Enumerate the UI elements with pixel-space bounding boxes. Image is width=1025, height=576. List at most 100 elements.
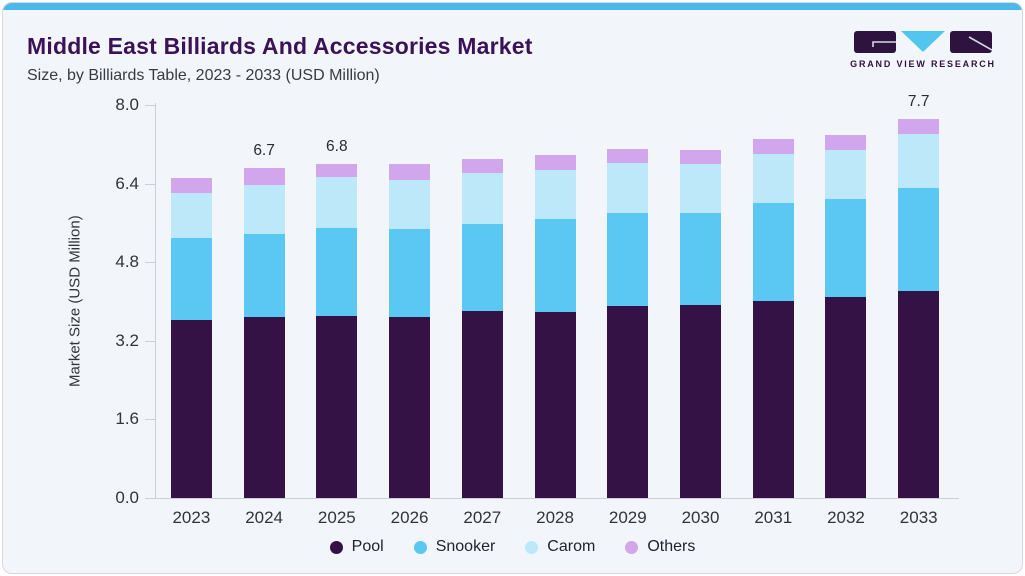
bar-segment-snooker-2033 [898,188,940,291]
bar-segment-pool-2033 [898,291,940,498]
legend-label-others: Others [647,538,696,555]
bar-slot-2033: 7.7 2033 [882,93,955,527]
legend-item-pool: Pool [329,538,384,556]
x-tick-label-2024: 2024 [245,508,284,527]
y-tick-label: 8.0 [115,95,139,114]
bar-segment-snooker-2031 [752,203,794,301]
legend-label-snooker: Snooker [435,538,496,555]
legend-item-snooker: Snooker [413,538,496,556]
bar-slot-2029: 2029 [591,105,664,527]
gvr-logo-triangle-icon [901,31,945,52]
page-subtitle: Size, by Billiards Table, 2023 - 2033 (U… [27,67,380,84]
bar-segment-pool-2032 [825,297,867,498]
stacked-bar-2029 [607,149,649,498]
bar-segment-pool-2024 [243,317,285,498]
bar-segment-carom-2032 [825,150,867,199]
y-tick-mark [145,340,155,342]
bar-slot-2023: 2023 [155,105,228,527]
bar-segment-carom-2024 [243,185,285,234]
bar-segment-pool-2027 [461,311,503,498]
x-tick-label-2033: 2033 [899,508,938,527]
chart-header: Middle East Billiards And Accessories Ma… [27,33,533,85]
bar-segment-others-2025 [316,164,358,177]
bar-segment-carom-2028 [534,170,576,219]
y-tick-label: 0.0 [115,488,139,507]
bar-segment-others-2028 [534,155,576,170]
page-title: Middle East Billiards And Accessories Ma… [27,33,533,59]
x-tick-label-2026: 2026 [390,508,429,527]
x-tick-label-2023: 2023 [172,508,211,527]
chart-legend: Pool Snooker Carom Others [3,538,1022,556]
legend-item-others: Others [625,538,695,556]
y-tick-label: 4.8 [115,252,139,272]
y-tick-mark [145,262,155,264]
y-tick-mark [145,498,155,499]
y-tick-mark [145,183,155,185]
legend-swatch-snooker [413,540,427,554]
x-axis-line [147,498,959,499]
gvr-logo-text: GRAND VIEW RESEARCH [850,59,996,69]
bar-value-label-2025: 6.8 [326,138,348,155]
bar-value-label-2033: 7.7 [907,93,930,110]
stacked-bar-2024 [243,168,285,498]
bar-segment-snooker-2025 [316,228,358,316]
bar-segment-others-2023 [170,178,212,193]
x-tick-label-2028: 2028 [536,508,574,527]
bar-segment-snooker-2023 [170,238,212,320]
bar-segment-others-2027 [461,159,503,173]
bar-segment-pool-2025 [316,316,358,498]
legend-swatch-carom [525,540,539,554]
bar-segment-pool-2023 [170,320,212,498]
bar-segment-others-2031 [752,139,794,154]
bar-slot-2024: 6.7 2024 [228,105,301,527]
legend-swatch-others [625,540,639,554]
stacked-bar-2023 [170,178,212,498]
bar-slot-2030: 2030 [664,105,737,527]
bar-value-label-2024: 6.7 [253,142,275,159]
x-tick-label-2031: 2031 [754,508,793,527]
bar-segment-snooker-2026 [389,229,431,317]
stacked-bar-2026 [389,164,431,498]
legend-label-carom: Carom [547,538,596,555]
y-tick-label: 3.2 [115,330,139,350]
legend-label-pool: Pool [351,538,384,555]
bar-segment-pool-2031 [752,301,794,498]
bar-slot-2028: 2028 [519,105,592,527]
bar-segment-carom-2026 [389,180,431,229]
bar-segment-others-2029 [607,149,649,163]
bar-segment-carom-2030 [680,164,721,213]
y-axis-title: Market Size (USD Million) [66,215,84,388]
bar-segment-snooker-2028 [534,219,576,312]
bar-segment-pool-2026 [389,317,431,498]
legend-swatch-pool [329,540,343,554]
top-accent-bar [3,3,1022,10]
bar-segment-carom-2023 [170,193,212,238]
x-tick-label-2025: 2025 [317,508,356,527]
x-tick-label-2029: 2029 [608,508,647,527]
bar-segment-others-2033 [898,119,940,134]
stacked-bar-2025 [316,164,358,498]
x-tick-label-2032: 2032 [827,508,865,527]
gvr-logo-left-mark-icon [854,31,896,53]
x-tick-label-2027: 2027 [463,508,502,527]
x-tick-label-2030: 2030 [681,508,720,527]
stacked-bar-2030 [680,150,721,498]
bar-slot-2027: 2027 [446,105,519,527]
stacked-bar-2027 [461,159,503,498]
stacked-bar-2031 [752,139,794,498]
y-tick-mark [145,105,155,106]
legend-item-carom: Carom [525,538,595,556]
bar-segment-others-2030 [680,150,721,164]
bar-segment-snooker-2030 [680,213,721,305]
y-axis-line [155,103,156,499]
bar-segment-carom-2027 [461,173,503,224]
bar-slot-2031: 2031 [737,105,810,527]
bar-segment-snooker-2027 [461,224,503,311]
bar-slot-2025: 6.8 2025 [300,105,373,527]
bar-segment-carom-2029 [607,163,649,213]
y-tick-mark [145,419,155,421]
bar-segment-others-2026 [389,164,431,180]
bar-segment-snooker-2024 [243,234,285,317]
bar-segment-snooker-2032 [825,199,867,297]
